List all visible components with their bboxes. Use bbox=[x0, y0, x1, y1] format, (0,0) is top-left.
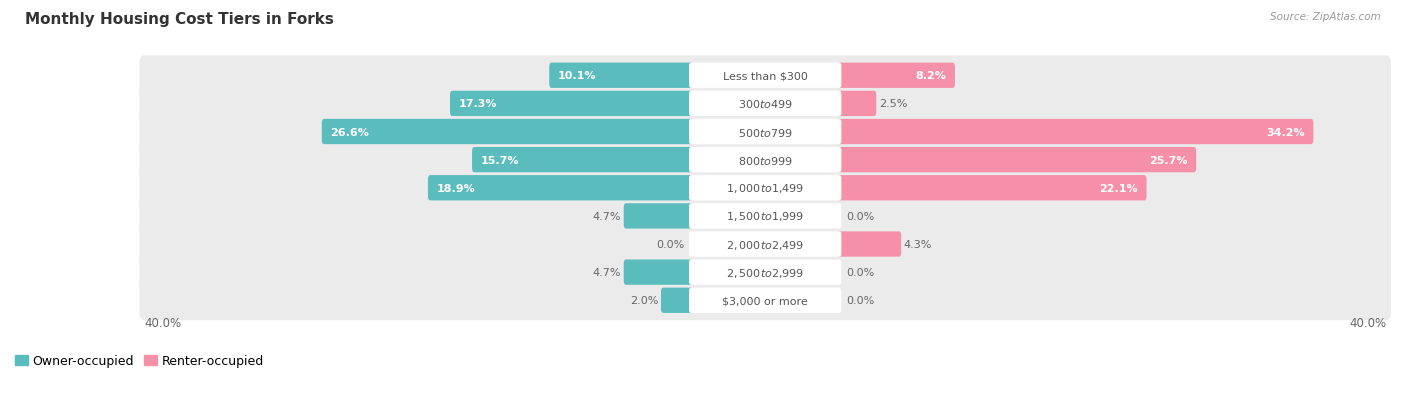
Text: Monthly Housing Cost Tiers in Forks: Monthly Housing Cost Tiers in Forks bbox=[25, 12, 335, 27]
FancyBboxPatch shape bbox=[837, 64, 955, 89]
Text: 8.2%: 8.2% bbox=[915, 71, 946, 81]
Text: 0.0%: 0.0% bbox=[846, 296, 875, 306]
FancyBboxPatch shape bbox=[837, 147, 1197, 173]
Text: 26.6%: 26.6% bbox=[330, 127, 370, 137]
Text: 25.7%: 25.7% bbox=[1149, 155, 1188, 165]
Text: $2,000 to $2,499: $2,000 to $2,499 bbox=[725, 238, 804, 251]
FancyBboxPatch shape bbox=[689, 288, 841, 313]
FancyBboxPatch shape bbox=[139, 84, 1391, 124]
Text: $3,000 or more: $3,000 or more bbox=[723, 296, 808, 306]
Text: 40.0%: 40.0% bbox=[143, 316, 181, 329]
FancyBboxPatch shape bbox=[322, 119, 693, 145]
FancyBboxPatch shape bbox=[427, 176, 693, 201]
Text: 4.7%: 4.7% bbox=[593, 268, 621, 278]
FancyBboxPatch shape bbox=[689, 119, 841, 145]
Text: 0.0%: 0.0% bbox=[846, 211, 875, 221]
Text: $500 to $799: $500 to $799 bbox=[738, 126, 793, 138]
Text: $1,000 to $1,499: $1,000 to $1,499 bbox=[725, 182, 804, 195]
Text: 22.1%: 22.1% bbox=[1099, 183, 1137, 193]
FancyBboxPatch shape bbox=[837, 176, 1146, 201]
FancyBboxPatch shape bbox=[472, 147, 693, 173]
Text: $1,500 to $1,999: $1,500 to $1,999 bbox=[725, 210, 804, 223]
Text: 0.0%: 0.0% bbox=[657, 240, 685, 249]
Text: $300 to $499: $300 to $499 bbox=[738, 98, 793, 110]
FancyBboxPatch shape bbox=[139, 140, 1391, 180]
FancyBboxPatch shape bbox=[689, 176, 841, 201]
Text: 40.0%: 40.0% bbox=[1350, 316, 1386, 329]
Text: 18.9%: 18.9% bbox=[436, 183, 475, 193]
FancyBboxPatch shape bbox=[624, 260, 693, 285]
FancyBboxPatch shape bbox=[689, 204, 841, 229]
FancyBboxPatch shape bbox=[139, 253, 1391, 292]
FancyBboxPatch shape bbox=[550, 64, 693, 89]
Text: 15.7%: 15.7% bbox=[481, 155, 519, 165]
Legend: Owner-occupied, Renter-occupied: Owner-occupied, Renter-occupied bbox=[15, 354, 264, 367]
Text: Less than $300: Less than $300 bbox=[723, 71, 807, 81]
Text: $2,500 to $2,999: $2,500 to $2,999 bbox=[725, 266, 804, 279]
Text: 34.2%: 34.2% bbox=[1267, 127, 1305, 137]
FancyBboxPatch shape bbox=[139, 112, 1391, 152]
Text: 4.3%: 4.3% bbox=[904, 240, 932, 249]
Text: Source: ZipAtlas.com: Source: ZipAtlas.com bbox=[1270, 12, 1381, 22]
FancyBboxPatch shape bbox=[139, 197, 1391, 236]
Text: 2.0%: 2.0% bbox=[630, 296, 658, 306]
FancyBboxPatch shape bbox=[689, 147, 841, 173]
Text: $800 to $999: $800 to $999 bbox=[738, 154, 793, 166]
FancyBboxPatch shape bbox=[689, 92, 841, 117]
FancyBboxPatch shape bbox=[689, 232, 841, 257]
FancyBboxPatch shape bbox=[837, 92, 876, 117]
FancyBboxPatch shape bbox=[661, 288, 693, 313]
FancyBboxPatch shape bbox=[139, 280, 1391, 320]
FancyBboxPatch shape bbox=[837, 119, 1313, 145]
Text: 0.0%: 0.0% bbox=[846, 268, 875, 278]
FancyBboxPatch shape bbox=[689, 260, 841, 285]
FancyBboxPatch shape bbox=[139, 169, 1391, 208]
Text: 17.3%: 17.3% bbox=[458, 99, 498, 109]
Text: 10.1%: 10.1% bbox=[558, 71, 596, 81]
FancyBboxPatch shape bbox=[837, 232, 901, 257]
FancyBboxPatch shape bbox=[450, 92, 693, 117]
FancyBboxPatch shape bbox=[624, 204, 693, 229]
FancyBboxPatch shape bbox=[689, 64, 841, 89]
Text: 4.7%: 4.7% bbox=[593, 211, 621, 221]
FancyBboxPatch shape bbox=[139, 56, 1391, 96]
Text: 2.5%: 2.5% bbox=[879, 99, 907, 109]
FancyBboxPatch shape bbox=[139, 225, 1391, 264]
